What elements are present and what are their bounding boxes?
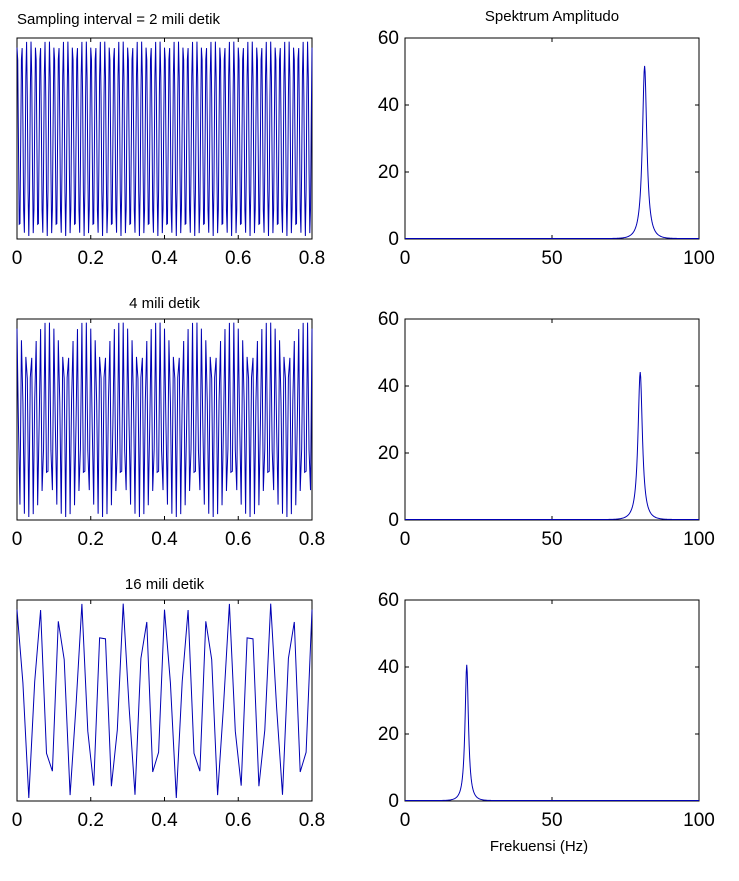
axes-box bbox=[404, 37, 700, 240]
y-tick-label: 40 bbox=[378, 95, 399, 116]
x-tick-label: 0.8 bbox=[299, 529, 325, 550]
x-tick-label: 50 bbox=[541, 248, 562, 269]
panel-signal-4ms: 4 mili detik 0 0.2 0.4 0.6 0.8 bbox=[12, 295, 326, 550]
axes-box bbox=[404, 599, 700, 802]
x-tick-label: 0.6 bbox=[225, 810, 251, 831]
x-tick-label: 100 bbox=[683, 810, 715, 831]
x-tick-label: 0.4 bbox=[151, 529, 178, 550]
x-tick-label: 50 bbox=[541, 810, 562, 831]
y-tick-label: 60 bbox=[378, 28, 399, 49]
x-tick-label: 0 bbox=[400, 529, 411, 550]
ticks bbox=[16, 38, 313, 239]
signal-series-line bbox=[16, 41, 313, 237]
x-tick-label: 100 bbox=[683, 248, 715, 269]
signal-series-line bbox=[16, 603, 313, 799]
y-tick-label: 20 bbox=[378, 724, 399, 745]
chart-title: 4 mili detik bbox=[129, 295, 200, 312]
x-tick-label: 0 bbox=[12, 810, 23, 831]
y-tick-label: 0 bbox=[388, 510, 399, 531]
x-tick-label: 0 bbox=[12, 529, 23, 550]
x-tick-label: 0.8 bbox=[299, 248, 325, 269]
y-tick-label: 20 bbox=[378, 162, 399, 183]
spectrum-series-line bbox=[405, 372, 699, 520]
panel-spectrum-16ms: 0 50 100 0 20 40 60 Frekuensi (Hz) bbox=[378, 590, 715, 855]
x-tick-label: 0.6 bbox=[225, 248, 251, 269]
y-tick-label: 0 bbox=[388, 791, 399, 812]
x-tick-label: 0.2 bbox=[78, 810, 104, 831]
y-tick-label: 0 bbox=[388, 229, 399, 250]
ticks bbox=[16, 600, 313, 801]
x-tick-label: 0.6 bbox=[225, 529, 251, 550]
x-tick-label: 100 bbox=[683, 529, 715, 550]
x-tick-label: 0.8 bbox=[299, 810, 325, 831]
axes-box bbox=[404, 318, 700, 521]
x-tick-label: 0.2 bbox=[78, 529, 104, 550]
chart-title: Sampling interval = 2 mili detik bbox=[17, 11, 221, 28]
axes-box bbox=[16, 599, 313, 802]
spectrum-series-line bbox=[405, 65, 699, 239]
spectrum-series-line bbox=[405, 664, 699, 801]
signal-series-line bbox=[16, 322, 313, 518]
x-tick-label: 0 bbox=[400, 248, 411, 269]
x-tick-label: 0.2 bbox=[78, 248, 104, 269]
x-tick-label: 0.4 bbox=[151, 248, 178, 269]
y-tick-label: 40 bbox=[378, 376, 399, 397]
x-axis-label: Frekuensi (Hz) bbox=[490, 838, 588, 855]
x-tick-label: 0.4 bbox=[151, 810, 178, 831]
panel-signal-2ms: Sampling interval = 2 mili detik 0 0.2 0… bbox=[12, 11, 326, 269]
panel-signal-16ms: 16 mili detik 0 0.2 0.4 0.6 0.8 bbox=[12, 576, 326, 831]
y-tick-label: 40 bbox=[378, 657, 399, 678]
panel-spectrum-2ms: Spektrum Amplitudo 0 50 100 0 20 40 60 bbox=[378, 8, 715, 269]
panel-spectrum-4ms: 0 50 100 0 20 40 60 bbox=[378, 309, 715, 550]
x-tick-label: 0 bbox=[400, 810, 411, 831]
chart-title: Spektrum Amplitudo bbox=[485, 8, 619, 25]
y-tick-label: 20 bbox=[378, 443, 399, 464]
ticks bbox=[16, 319, 313, 520]
y-tick-label: 60 bbox=[378, 309, 399, 330]
x-tick-label: 0 bbox=[12, 248, 23, 269]
chart-title: 16 mili detik bbox=[125, 576, 205, 593]
y-tick-label: 60 bbox=[378, 590, 399, 611]
x-tick-label: 50 bbox=[541, 529, 562, 550]
